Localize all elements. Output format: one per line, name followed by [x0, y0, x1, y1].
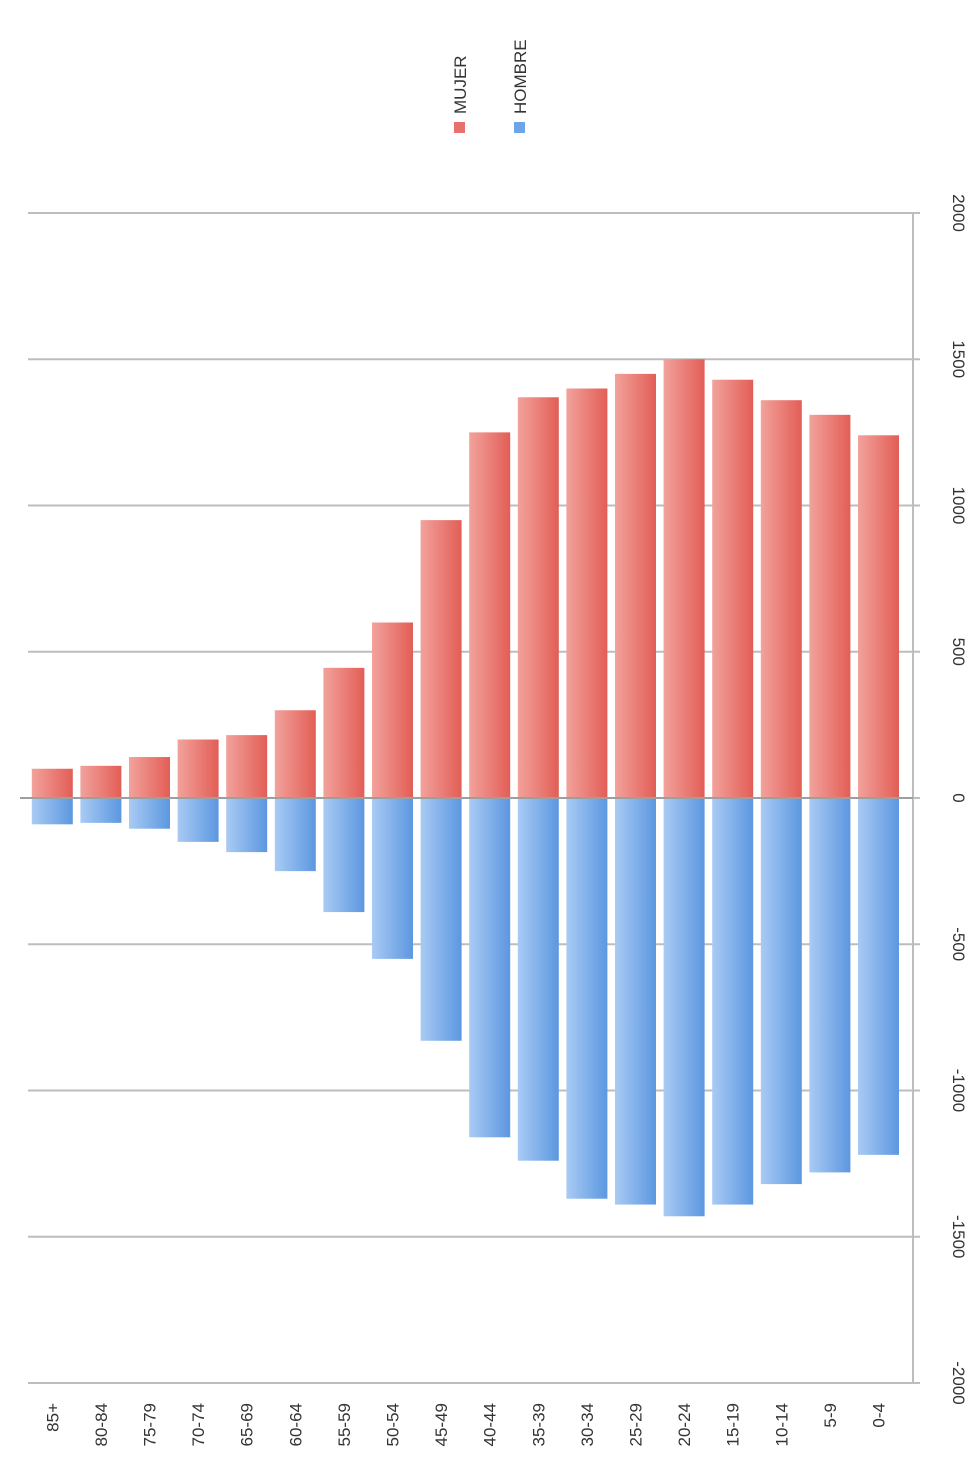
bar-hombre-15-19	[712, 798, 754, 1205]
category-label: 50-54	[384, 1403, 403, 1446]
bar-mujer-35-39	[517, 397, 559, 798]
category-label: 45-49	[432, 1403, 451, 1446]
legend-swatch-hombre	[514, 122, 525, 133]
value-tick-label: 2000	[949, 194, 968, 232]
bar-mujer-30-34	[566, 388, 608, 798]
bar-mujer-20-24	[663, 359, 705, 798]
bar-mujer-10-14	[760, 400, 802, 798]
value-tick-label: 0	[949, 793, 968, 802]
bar-hombre-75-79	[129, 798, 170, 829]
bar-hombre-20-24	[663, 798, 705, 1217]
bar-mujer-45-49	[420, 520, 462, 798]
bar-hombre-35-39	[517, 798, 559, 1161]
legend: MUJER HOMBRE	[451, 39, 530, 133]
value-tick-label: -2000	[949, 1361, 968, 1404]
bar-hombre-60-64	[274, 798, 316, 872]
bar-mujer-50-54	[372, 622, 413, 798]
value-tick-label: -500	[949, 927, 968, 961]
bar-hombre-45-49	[420, 798, 462, 1041]
bar-mujer-0-4	[858, 435, 899, 798]
bar-hombre-30-34	[566, 798, 608, 1199]
bar-hombre-5-9	[809, 798, 851, 1173]
value-tick-label: -1000	[949, 1069, 968, 1112]
legend-label-mujer: MUJER	[451, 55, 470, 114]
bar-hombre-70-74	[177, 798, 219, 842]
category-label: 70-74	[189, 1403, 208, 1446]
bar-hombre-65-69	[226, 798, 268, 853]
category-label: 25-29	[627, 1403, 646, 1446]
value-tick-label: 1500	[949, 340, 968, 378]
category-label: 0-4	[870, 1403, 889, 1428]
value-tick-label: 500	[949, 638, 968, 666]
bar-hombre-10-14	[760, 798, 802, 1185]
category-label: 15-19	[724, 1403, 743, 1446]
bar-mujer-70-74	[177, 739, 219, 798]
value-tick-label: 1000	[949, 487, 968, 525]
category-label: 80-84	[92, 1403, 111, 1446]
category-label: 10-14	[772, 1403, 791, 1446]
bar-hombre-85+	[31, 798, 73, 825]
category-label: 20-24	[675, 1403, 694, 1446]
bar-mujer-15-19	[712, 379, 754, 798]
category-label: 65-69	[238, 1403, 257, 1446]
axes	[20, 213, 914, 1383]
bar-mujer-55-59	[323, 667, 365, 798]
category-label: 5-9	[821, 1403, 840, 1428]
category-label: 35-39	[529, 1403, 548, 1446]
value-tick-label: -1500	[949, 1215, 968, 1258]
category-label: 30-34	[578, 1403, 597, 1446]
bar-mujer-60-64	[274, 710, 316, 798]
category-label: 85+	[43, 1403, 62, 1432]
bar-hombre-55-59	[323, 798, 365, 913]
bars	[31, 359, 899, 1217]
category-label: 40-44	[481, 1403, 500, 1446]
bar-mujer-85+	[31, 768, 73, 798]
bar-mujer-80-84	[80, 765, 122, 798]
bar-mujer-5-9	[809, 414, 851, 798]
bar-mujer-40-44	[469, 432, 511, 798]
bar-hombre-80-84	[80, 798, 122, 823]
legend-swatch-mujer	[454, 122, 465, 133]
legend-label-hombre: HOMBRE	[511, 39, 530, 114]
category-label: 60-64	[286, 1403, 305, 1446]
bar-mujer-25-29	[615, 373, 656, 798]
category-labels: 85+ 80-84 75-79 70-74 65-69 60-64 55-59 50-54 45…	[43, 1403, 888, 1447]
bar-hombre-40-44	[469, 798, 511, 1138]
value-tick-labels: -2000 -1500 -1000 -500 0 500 1000 1500 2000	[949, 194, 968, 1405]
category-label: 55-59	[335, 1403, 354, 1446]
bar-hombre-25-29	[615, 798, 656, 1205]
bar-mujer-75-79	[129, 757, 170, 798]
bar-hombre-50-54	[372, 798, 413, 959]
bar-mujer-65-69	[226, 735, 268, 798]
category-label: 75-79	[141, 1403, 160, 1446]
bar-hombre-0-4	[858, 798, 899, 1155]
